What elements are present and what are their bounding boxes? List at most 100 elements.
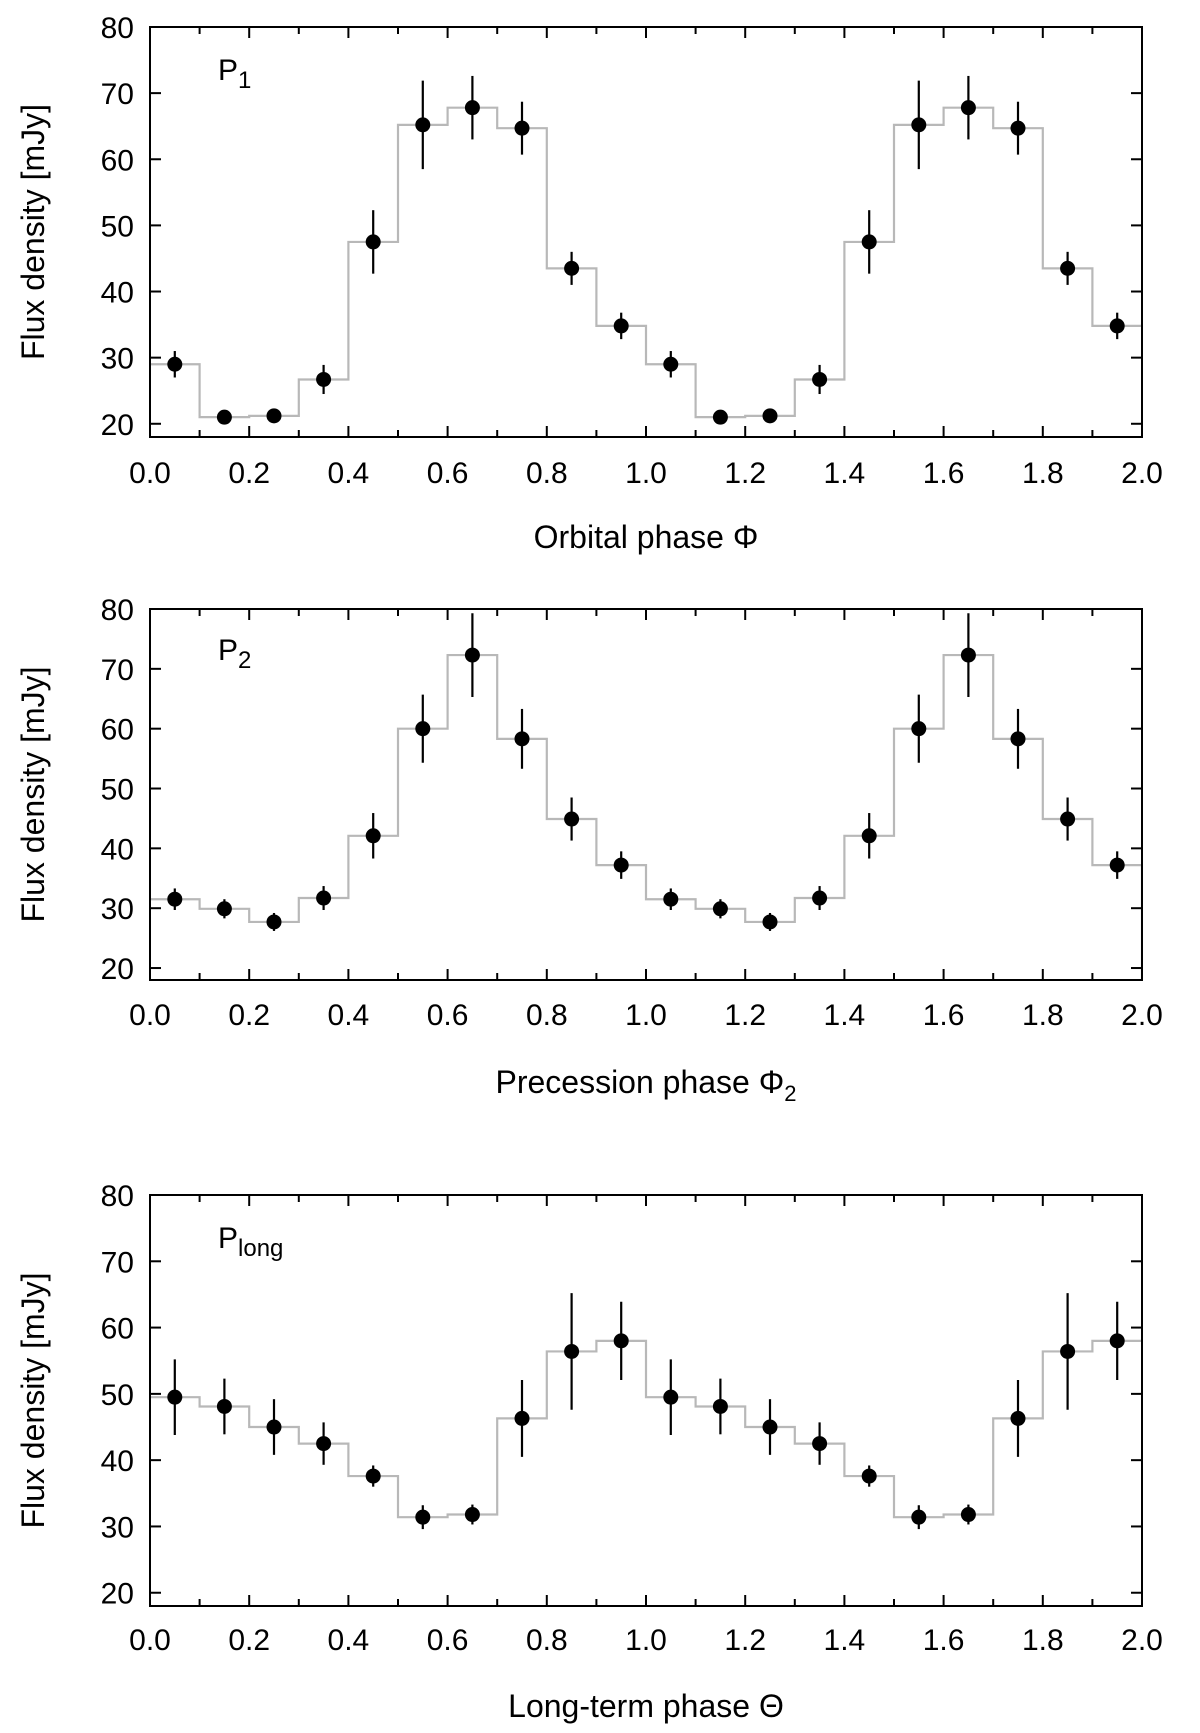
data-point <box>1109 318 1125 334</box>
y-tick-label: 70 <box>101 1246 134 1279</box>
x-tick-label: 1.4 <box>824 999 866 1032</box>
data-point <box>415 721 431 737</box>
data-point <box>712 1398 728 1414</box>
x-tick-label: 0.8 <box>526 999 568 1032</box>
step-line <box>150 1339 1142 1519</box>
panel-label: P2 <box>218 634 251 674</box>
data-point <box>564 260 580 276</box>
data-point <box>1060 811 1076 827</box>
chart-panel-3: 0.0 0.2 0.4 0.6 0.8 1.0 1.2 1.4 1.6 1.8 2.0 20 30 40 5… <box>15 1180 1163 1724</box>
y-tick-label: 40 <box>101 277 134 310</box>
y-tick-label: 70 <box>101 654 134 687</box>
x-tick-label: 1.4 <box>824 1624 866 1657</box>
x-tick-label: 1.2 <box>724 999 766 1032</box>
data-point <box>464 1507 480 1523</box>
y-tick-label: 80 <box>101 1180 134 1213</box>
data-point <box>1010 731 1026 747</box>
y-tick-label: 60 <box>101 144 134 177</box>
data-point <box>514 120 530 136</box>
x-tick-label: 0.4 <box>328 999 370 1032</box>
x-tick-label: 2.0 <box>1121 457 1163 490</box>
data-point <box>960 1507 976 1523</box>
data-point <box>960 100 976 116</box>
y-tick-label: 20 <box>101 1578 134 1611</box>
x-tick-label: 1.8 <box>1022 457 1064 490</box>
data-point <box>712 409 728 425</box>
x-tick-label: 1.6 <box>923 999 965 1032</box>
data-point <box>564 1343 580 1359</box>
x-tick-label: 1.0 <box>625 999 667 1032</box>
y-tick-label: 30 <box>101 1511 134 1544</box>
data-point <box>1109 1333 1125 1349</box>
x-tick-label: 0.2 <box>228 999 270 1032</box>
data-point <box>1109 857 1125 873</box>
y-tick-label: 30 <box>101 893 134 926</box>
data-point <box>762 408 778 424</box>
x-tick-label: 1.0 <box>625 1624 667 1657</box>
x-tick-label: 2.0 <box>1121 999 1163 1032</box>
data-point <box>365 828 381 844</box>
data-point <box>613 318 629 334</box>
panel-label: Plong <box>218 1222 283 1262</box>
y-tick-label: 40 <box>101 1445 134 1478</box>
y-tick-label: 70 <box>101 78 134 111</box>
x-tick-label: 0.0 <box>129 999 171 1032</box>
step-line <box>150 106 1142 419</box>
data-point <box>613 857 629 873</box>
data-point <box>1060 260 1076 276</box>
data-point <box>266 408 282 424</box>
x-tick-label: 0.8 <box>526 457 568 490</box>
x-tick-label: 1.2 <box>724 457 766 490</box>
data-point <box>316 1436 332 1452</box>
data-point <box>514 731 530 747</box>
panel-label: P1 <box>218 54 251 94</box>
y-tick-label: 60 <box>101 714 134 747</box>
y-tick-label: 50 <box>101 1379 134 1412</box>
step-line <box>150 653 1142 980</box>
y-axis-label: Flux density [mJy] <box>15 666 51 922</box>
data-point <box>464 647 480 663</box>
y-tick-label: 60 <box>101 1313 134 1346</box>
x-tick-label: 0.6 <box>427 1624 469 1657</box>
y-tick-label: 50 <box>101 210 134 243</box>
y-tick-label: 50 <box>101 774 134 807</box>
x-tick-label: 0.0 <box>129 1624 171 1657</box>
x-tick-label: 1.8 <box>1022 999 1064 1032</box>
data-point <box>167 891 183 907</box>
y-tick-label: 80 <box>101 594 134 627</box>
x-tick-label: 0.8 <box>526 1624 568 1657</box>
x-axis-label: Long-term phase Θ <box>508 1688 784 1724</box>
y-axis-label: Flux density [mJy] <box>15 1272 51 1528</box>
data-point <box>216 901 232 917</box>
x-axis-label: Precession phase Φ2 <box>495 1064 796 1106</box>
data-point <box>861 234 877 250</box>
x-tick-label: 0.4 <box>328 457 370 490</box>
data-point <box>960 647 976 663</box>
data-point <box>1010 1410 1026 1426</box>
data-point <box>812 1436 828 1452</box>
data-point <box>762 1419 778 1435</box>
data-point <box>167 1389 183 1405</box>
x-tick-label: 1.6 <box>923 1624 965 1657</box>
chart-panel-1: 0.0 0.2 0.4 0.6 0.8 1.0 1.2 1.4 1.6 1.8 2.0 20 30 40 5… <box>15 12 1163 555</box>
data-point <box>613 1333 629 1349</box>
data-point <box>911 1509 927 1525</box>
data-point <box>167 356 183 372</box>
x-tick-label: 1.2 <box>724 1624 766 1657</box>
x-tick-label: 0.0 <box>129 457 171 490</box>
x-tick-label: 0.4 <box>328 1624 370 1657</box>
y-tick-label: 30 <box>101 343 134 376</box>
data-point <box>415 1509 431 1525</box>
y-tick-label: 80 <box>101 12 134 45</box>
x-tick-label: 0.6 <box>427 999 469 1032</box>
data-point <box>564 811 580 827</box>
data-point <box>861 828 877 844</box>
y-tick-label: 20 <box>101 953 134 986</box>
x-axis-label: Orbital phase Φ <box>534 519 759 555</box>
plot-frame <box>149 26 1143 438</box>
data-point <box>464 100 480 116</box>
x-tick-label: 0.2 <box>228 1624 270 1657</box>
y-axis-label: Flux density [mJy] <box>15 104 51 360</box>
data-point <box>316 371 332 387</box>
chart-panel-2: 0.0 0.2 0.4 0.6 0.8 1.0 1.2 1.4 1.6 1.8 2.0 20 30 40 5… <box>15 594 1163 1106</box>
